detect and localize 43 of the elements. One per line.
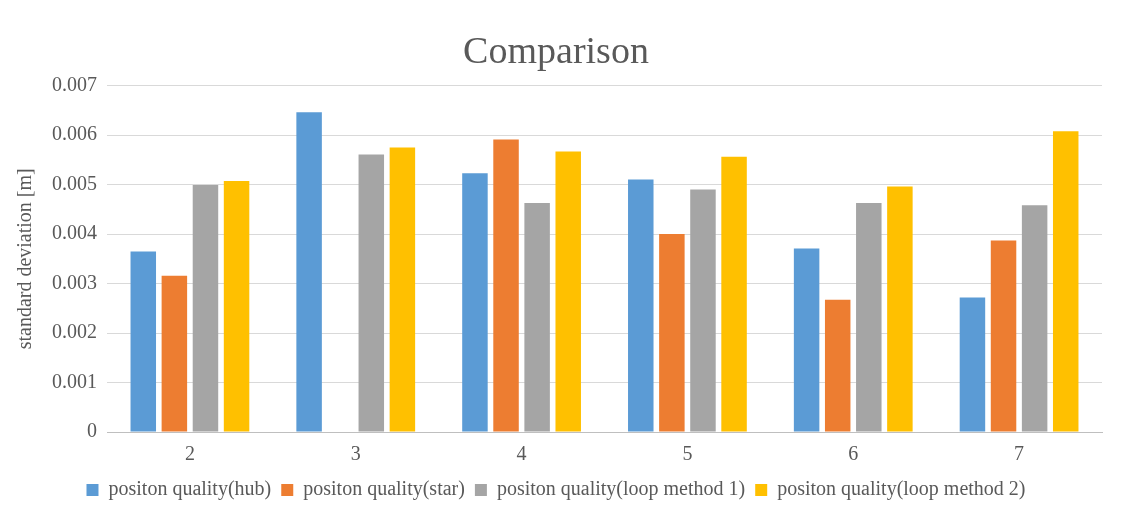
y-axis-title: standard deviation [m] bbox=[13, 168, 36, 350]
bar bbox=[493, 139, 519, 432]
bar bbox=[721, 156, 747, 432]
bar bbox=[628, 179, 654, 432]
bar bbox=[1052, 131, 1079, 432]
bar bbox=[358, 154, 385, 432]
bar bbox=[192, 185, 219, 432]
bar bbox=[524, 202, 550, 432]
bar bbox=[990, 240, 1017, 432]
bar bbox=[959, 297, 986, 432]
bar bbox=[555, 151, 581, 432]
legend-label: positon quality(hub) bbox=[108, 477, 272, 501]
y-tick-label: 0.003 bbox=[52, 270, 97, 293]
y-tick-label: 0.002 bbox=[52, 320, 97, 343]
chart-title: Comparison bbox=[463, 28, 649, 71]
y-tick-label: 0.005 bbox=[52, 171, 97, 194]
bar bbox=[1021, 205, 1048, 432]
bar bbox=[161, 275, 188, 432]
y-tick-label: 0.006 bbox=[52, 122, 97, 145]
legend-label: positon quality(star) bbox=[303, 477, 465, 501]
x-tick-label: 2 bbox=[184, 442, 195, 465]
legend-label: positon quality(loop method 2) bbox=[777, 477, 1026, 501]
x-tick-label: 3 bbox=[350, 442, 361, 465]
bar bbox=[296, 112, 322, 432]
y-tick-label: 0.007 bbox=[52, 72, 97, 95]
y-tick-label: 0.004 bbox=[52, 221, 97, 244]
bar bbox=[824, 299, 851, 432]
legend-label: positon quality(loop method 1) bbox=[496, 477, 746, 501]
bar bbox=[462, 173, 488, 432]
x-tick-label: 4 bbox=[516, 442, 527, 465]
bar bbox=[659, 234, 685, 432]
bar bbox=[389, 147, 416, 432]
bar bbox=[130, 251, 157, 432]
x-tick-label: 7 bbox=[1014, 442, 1025, 465]
x-tick-label: 5 bbox=[682, 442, 693, 465]
bar bbox=[887, 186, 913, 432]
y-tick-label: 0.001 bbox=[52, 369, 97, 392]
y-tick-label: 0 bbox=[87, 419, 97, 442]
bar bbox=[223, 181, 250, 432]
bar bbox=[793, 248, 820, 432]
bar bbox=[856, 202, 882, 432]
x-tick-label: 6 bbox=[848, 442, 859, 465]
bar bbox=[690, 189, 716, 432]
